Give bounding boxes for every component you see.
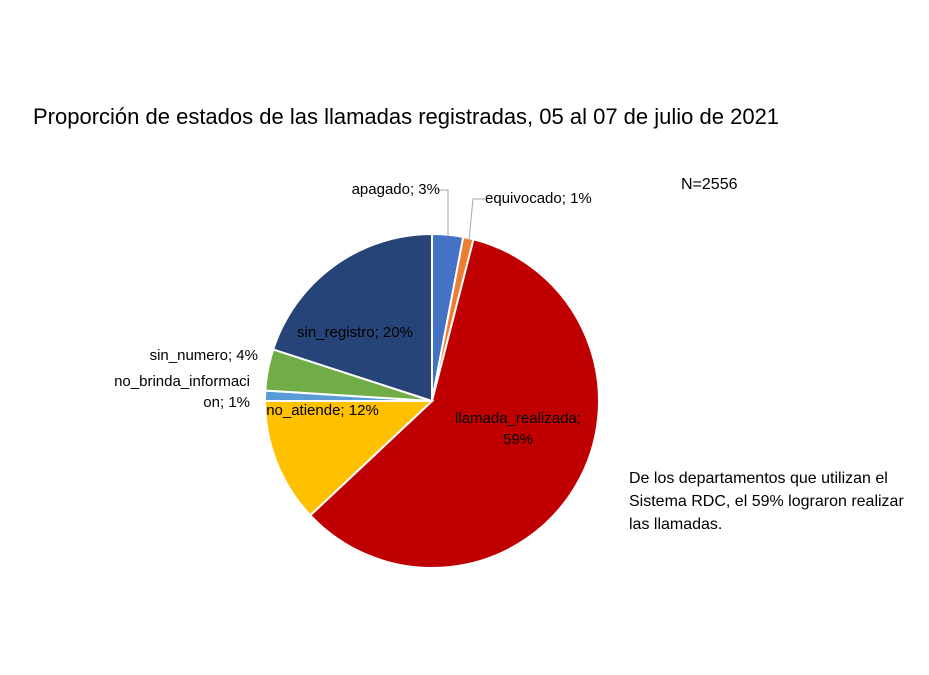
chart-title: Proporción de estados de las llamadas re… [33, 104, 780, 129]
data-label: no_atiende; 12% [266, 402, 379, 419]
data-label: sin_registro; 20% [297, 324, 413, 341]
data-label: apagado; 3% [351, 181, 440, 198]
leader-line [468, 198, 485, 241]
pie-slice [308, 238, 600, 569]
note: De los departamentos que utilizan el Sis… [629, 470, 904, 533]
pie-slice [271, 232, 433, 403]
data-label: llamada_realizada; 59% [455, 410, 581, 448]
data-label: equivocado; 1% [485, 190, 592, 207]
leader-line [437, 189, 449, 236]
data-label: no_brinda_informacion; 1% [114, 373, 250, 411]
pie-slice [263, 400, 435, 517]
data-label: sin_numero; 4% [149, 347, 258, 364]
sample-size: N=2556 [681, 176, 738, 193]
